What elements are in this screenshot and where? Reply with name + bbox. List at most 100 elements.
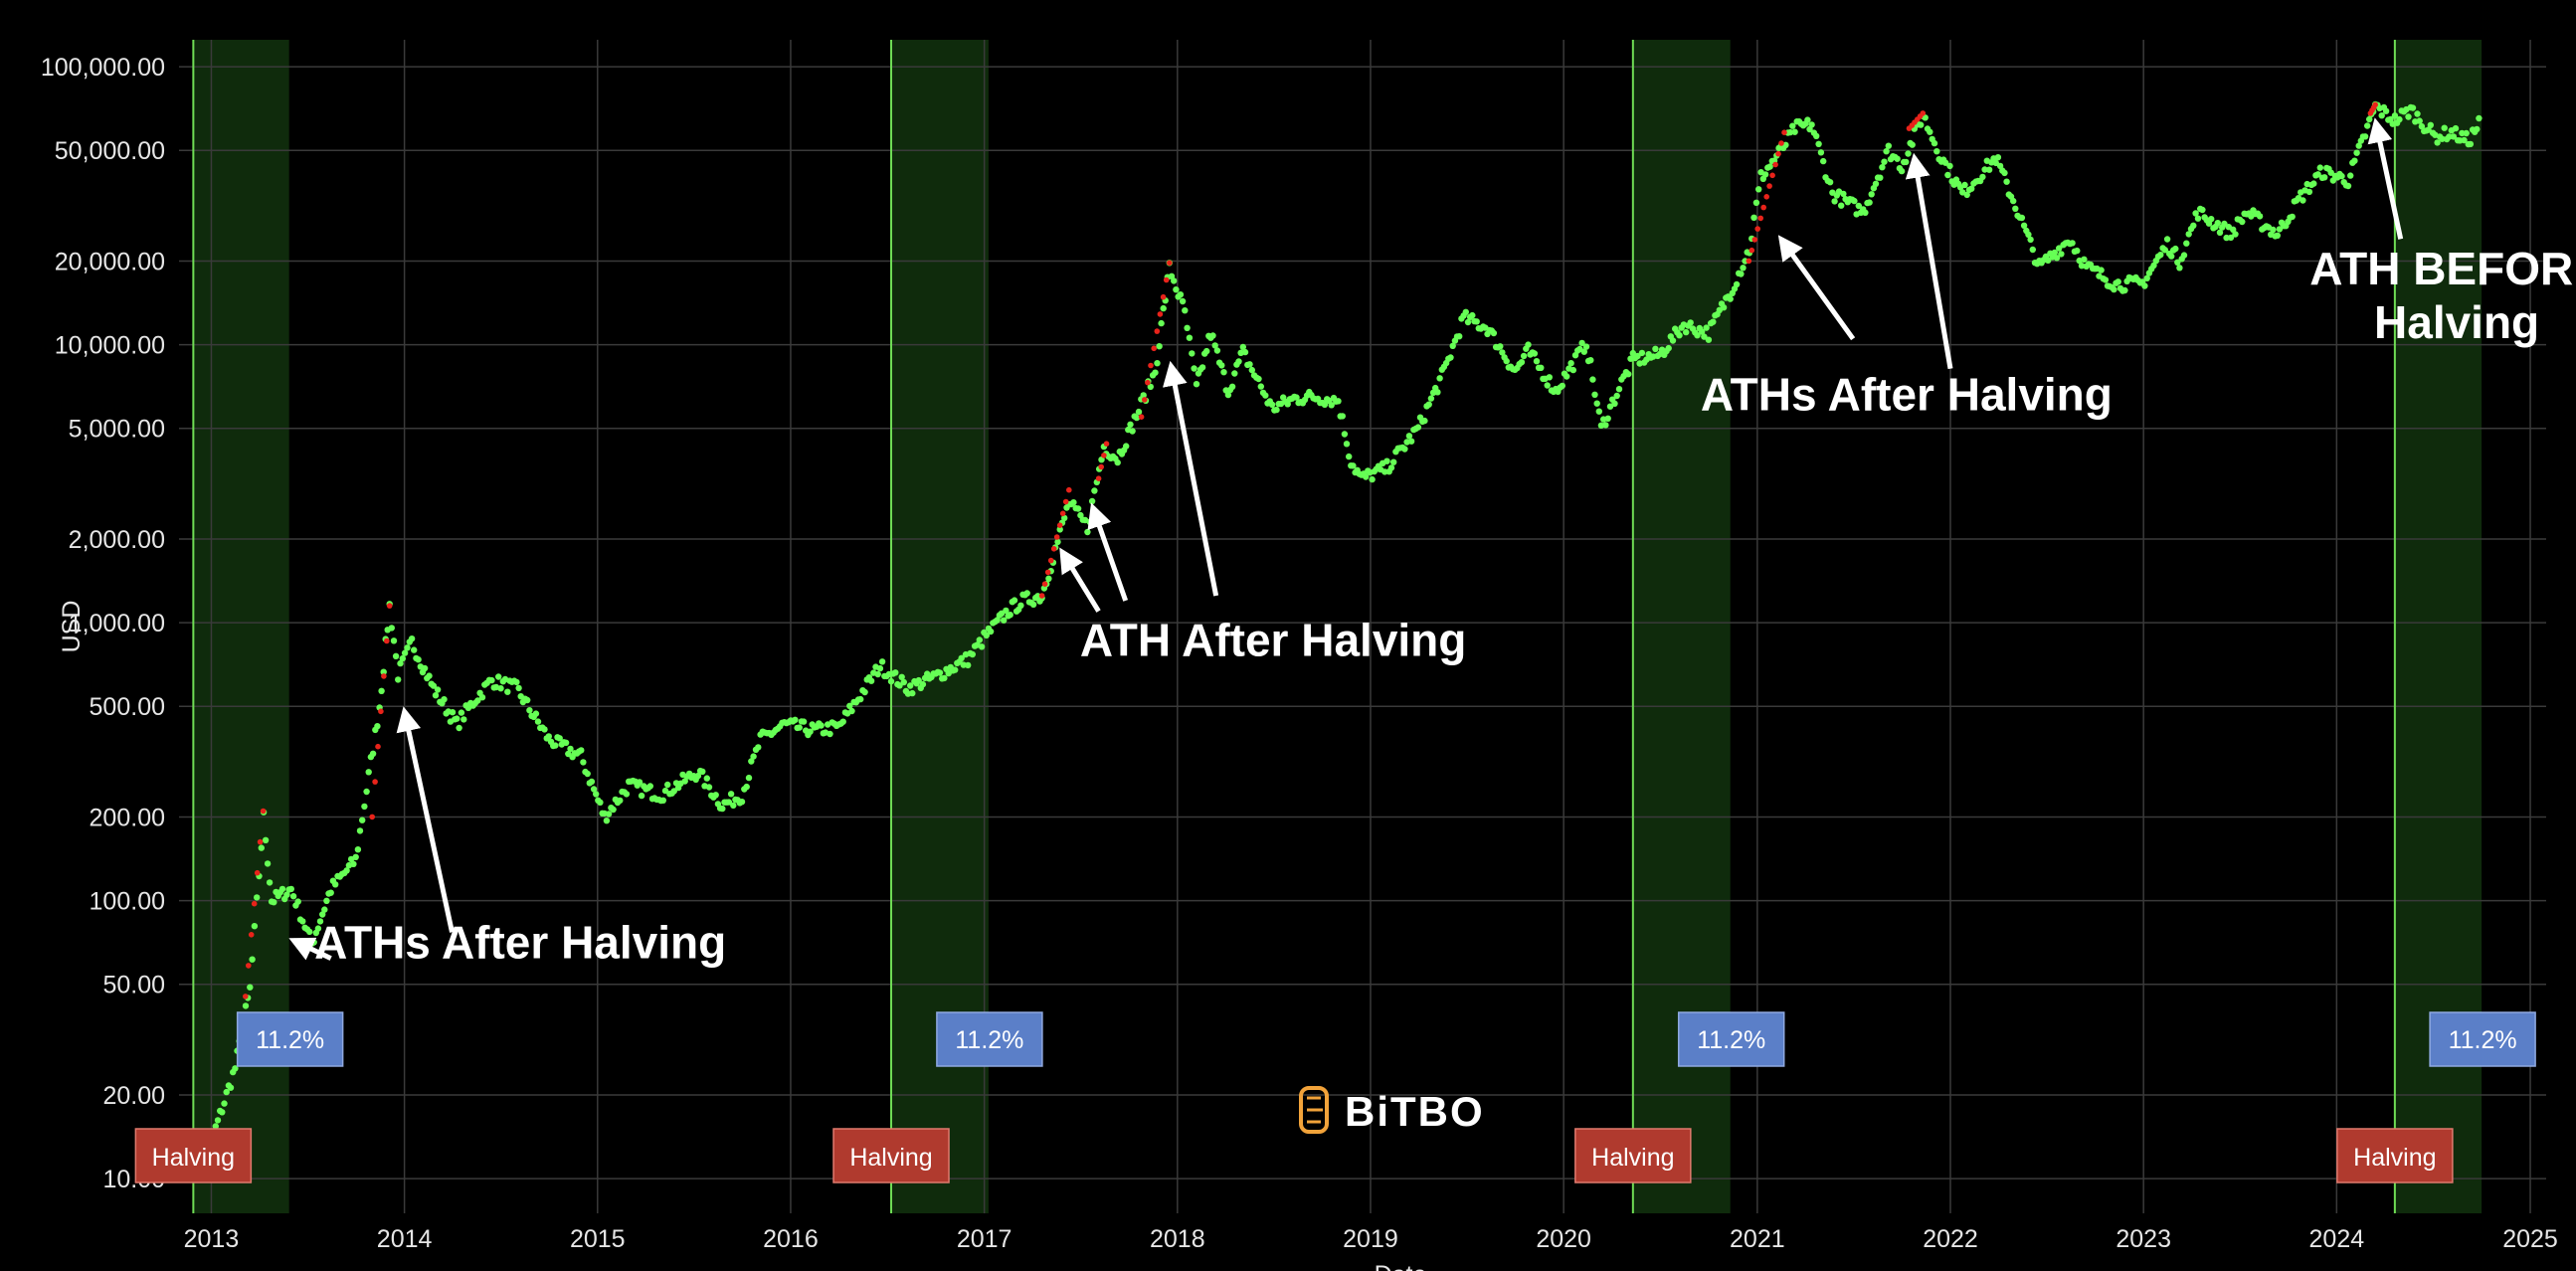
- price-point: [321, 906, 328, 913]
- price-point: [1098, 456, 1105, 463]
- price-point: [515, 684, 522, 692]
- price-point: [1720, 304, 1728, 311]
- y-axis-title: USD: [58, 601, 86, 653]
- price-point: [1838, 202, 1845, 209]
- price-point: [363, 788, 370, 796]
- price-point: [223, 1088, 230, 1096]
- price-point: [1894, 155, 1901, 162]
- price-point: [1257, 383, 1265, 390]
- price-point: [1629, 349, 1637, 357]
- price-point: [659, 797, 666, 804]
- price-point: [2239, 218, 2246, 226]
- price-point: [454, 715, 460, 722]
- price-point: [1687, 319, 1694, 326]
- y-tick-label: 20.00: [102, 1082, 165, 1110]
- price-point: [266, 879, 274, 886]
- price-point: [1156, 343, 1163, 350]
- price-point: [415, 656, 422, 663]
- price-point: [1017, 602, 1024, 609]
- price-point: [1752, 199, 1760, 206]
- price-point: [1826, 179, 1834, 186]
- price-point: [969, 650, 976, 658]
- price-point: [1341, 431, 1349, 438]
- ath-point: [1062, 498, 1069, 505]
- price-point: [1198, 364, 1206, 371]
- price-point: [839, 718, 846, 725]
- price-point: [212, 1123, 219, 1130]
- price-point: [898, 673, 905, 680]
- price-point: [1872, 180, 1880, 187]
- price-point: [2452, 124, 2460, 132]
- price-point: [2289, 213, 2296, 221]
- price-point: [1740, 265, 1747, 272]
- price-point: [1877, 174, 1884, 181]
- y-tick-label: 200.00: [90, 804, 165, 831]
- price-point: [354, 846, 362, 853]
- price-point: [1127, 421, 1134, 428]
- price-point: [730, 802, 737, 810]
- price-point: [1268, 401, 1276, 408]
- halving-bands: [193, 40, 2483, 1213]
- price-point: [332, 881, 339, 888]
- price-point: [441, 696, 448, 703]
- price-point: [2446, 133, 2453, 140]
- price-point: [588, 778, 596, 786]
- price-point: [878, 658, 886, 665]
- price-point: [727, 791, 735, 798]
- annotation-arrow: [1162, 360, 1219, 597]
- price-point: [2310, 180, 2317, 187]
- price-point: [1831, 198, 1838, 205]
- price-point: [2185, 231, 2192, 238]
- price-point: [278, 885, 286, 893]
- price-point: [2115, 278, 2121, 285]
- annotation-label: ATH BEFORE: [2309, 243, 2576, 294]
- halving-badge-label: Halving: [1591, 1144, 1674, 1172]
- price-point: [994, 617, 1001, 624]
- price-point: [1881, 158, 1888, 165]
- ath-point: [1053, 534, 1060, 540]
- price-point: [1490, 329, 1498, 337]
- price-point: [2256, 213, 2264, 220]
- price-point: [909, 689, 916, 697]
- ath-point: [2372, 101, 2378, 108]
- ath-point: [1766, 183, 1772, 189]
- price-point: [907, 682, 914, 689]
- price-point: [1497, 343, 1504, 350]
- ath-point: [1148, 362, 1154, 369]
- x-tick-label: 2015: [570, 1225, 626, 1253]
- price-point: [1335, 398, 1342, 405]
- price-point: [1246, 361, 1253, 368]
- price-point: [796, 724, 803, 731]
- price-point: [1220, 369, 1227, 376]
- x-tick-label: 2022: [1923, 1225, 1978, 1253]
- ath-point: [386, 603, 393, 609]
- price-point: [876, 664, 884, 672]
- price-point: [792, 716, 799, 723]
- price-point: [2347, 172, 2354, 179]
- price-point: [603, 817, 611, 824]
- price-point: [1224, 391, 1232, 399]
- ath-point: [1050, 546, 1057, 552]
- price-point: [2221, 220, 2228, 228]
- ath-point: [260, 808, 267, 815]
- x-tick-label: 2014: [377, 1225, 433, 1253]
- price-point: [2434, 139, 2441, 146]
- price-point: [1456, 333, 1463, 340]
- price-point: [719, 805, 726, 813]
- price-point: [2180, 252, 2188, 259]
- price-point: [593, 791, 600, 798]
- ath-point: [1163, 276, 1170, 283]
- annotation-label: Halving: [2374, 296, 2539, 348]
- price-point: [408, 636, 416, 642]
- price-point: [258, 844, 265, 851]
- price-point: [1866, 199, 1873, 206]
- price-point: [1074, 505, 1082, 512]
- price-point: [2316, 164, 2323, 171]
- price-point: [2427, 121, 2434, 128]
- price-point: [1652, 345, 1659, 352]
- price-point: [254, 894, 261, 901]
- price-point: [1979, 173, 1986, 181]
- price-point: [1070, 499, 1077, 506]
- price-point: [2450, 133, 2458, 140]
